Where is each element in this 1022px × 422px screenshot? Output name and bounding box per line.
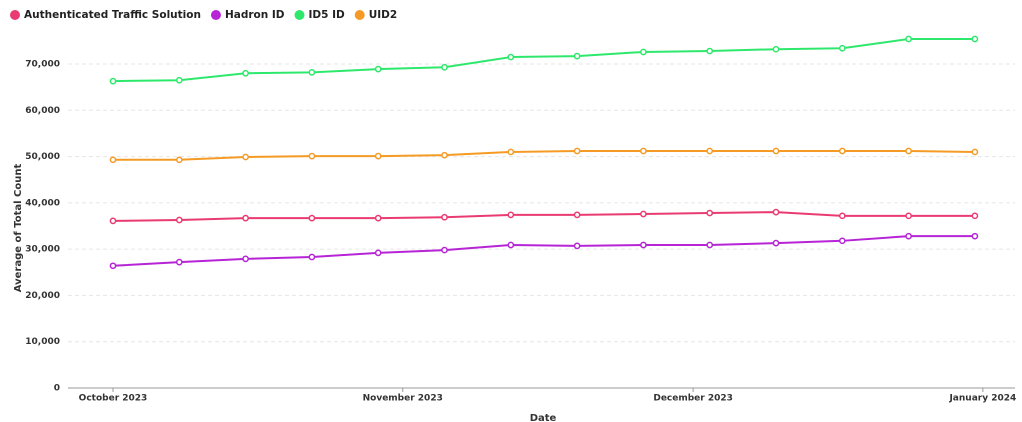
data-point (374, 65, 382, 73)
data-point (175, 258, 183, 266)
legend-marker (10, 10, 20, 20)
data-point (706, 241, 714, 249)
data-point (838, 147, 846, 155)
data-point (640, 241, 647, 249)
data-point (109, 217, 117, 225)
legend-label: UID2 (369, 9, 397, 21)
data-point (242, 214, 249, 222)
data-point (706, 47, 714, 55)
x-tick-label: November 2023 (363, 394, 443, 404)
legend-label: Authenticated Traffic Solution (24, 9, 201, 21)
data-point (308, 253, 316, 261)
data-point (573, 211, 581, 219)
series-line (112, 211, 975, 222)
data-point (640, 210, 647, 218)
data-point (507, 241, 515, 249)
data-point (905, 232, 912, 240)
x-tick-label: October 2023 (79, 394, 148, 404)
legend-marker (210, 10, 221, 20)
data-point (109, 77, 117, 85)
series-line (112, 235, 975, 267)
data-point (772, 208, 780, 216)
data-point (838, 212, 846, 220)
data-point (175, 156, 183, 164)
data-point (109, 156, 117, 164)
legend-label: ID5 ID (309, 9, 345, 21)
y-tick-label: 50,000 (25, 152, 60, 162)
data-point (374, 152, 382, 160)
data-point (971, 148, 979, 156)
data-point (175, 76, 183, 84)
data-point (441, 151, 448, 159)
data-point (441, 213, 448, 221)
y-tick-label: 30,000 (25, 245, 60, 255)
data-point (772, 45, 780, 53)
legend-marker (354, 10, 365, 20)
data-point (507, 53, 515, 61)
y-tick-label: 40,000 (25, 198, 60, 208)
data-point (573, 147, 581, 155)
y-tick-label: 20,000 (25, 291, 60, 301)
y-tick-label: 60,000 (25, 106, 60, 116)
data-point (308, 68, 316, 76)
data-point (905, 35, 912, 43)
data-point (308, 214, 316, 222)
data-point (374, 249, 382, 257)
data-point (772, 239, 780, 247)
data-point (838, 44, 846, 52)
data-point (905, 147, 912, 155)
data-point (772, 147, 780, 155)
x-axis-title: Date (530, 413, 557, 422)
data-point (706, 147, 714, 155)
y-tick-label: 0 (54, 384, 60, 394)
legend-label: Hadron ID (225, 9, 285, 21)
y-axis-title: Average of Total Count (13, 164, 24, 293)
data-point (905, 212, 912, 220)
x-tick-label: January 2024 (948, 394, 1016, 404)
data-point (374, 214, 382, 222)
data-point (242, 153, 249, 161)
series-line (113, 150, 975, 161)
data-point (441, 246, 448, 254)
x-tick-label: December 2023 (653, 394, 733, 404)
data-point (308, 152, 316, 160)
data-point (242, 255, 249, 263)
data-point (640, 48, 647, 56)
data-point (971, 35, 979, 43)
data-point (971, 212, 979, 220)
data-point (507, 148, 515, 156)
data-point (640, 147, 647, 155)
data-point (507, 211, 515, 219)
data-point (441, 63, 448, 71)
series-line (112, 38, 975, 83)
data-point (175, 216, 183, 224)
data-point (706, 209, 714, 217)
data-point (573, 52, 581, 60)
data-point (242, 69, 249, 77)
legend-marker (294, 10, 305, 20)
data-point (573, 242, 581, 250)
data-point (109, 262, 117, 270)
data-point (838, 237, 846, 245)
y-tick-label: 10,000 (25, 337, 60, 347)
data-point (971, 232, 979, 240)
y-tick-label: 70,000 (25, 60, 60, 70)
